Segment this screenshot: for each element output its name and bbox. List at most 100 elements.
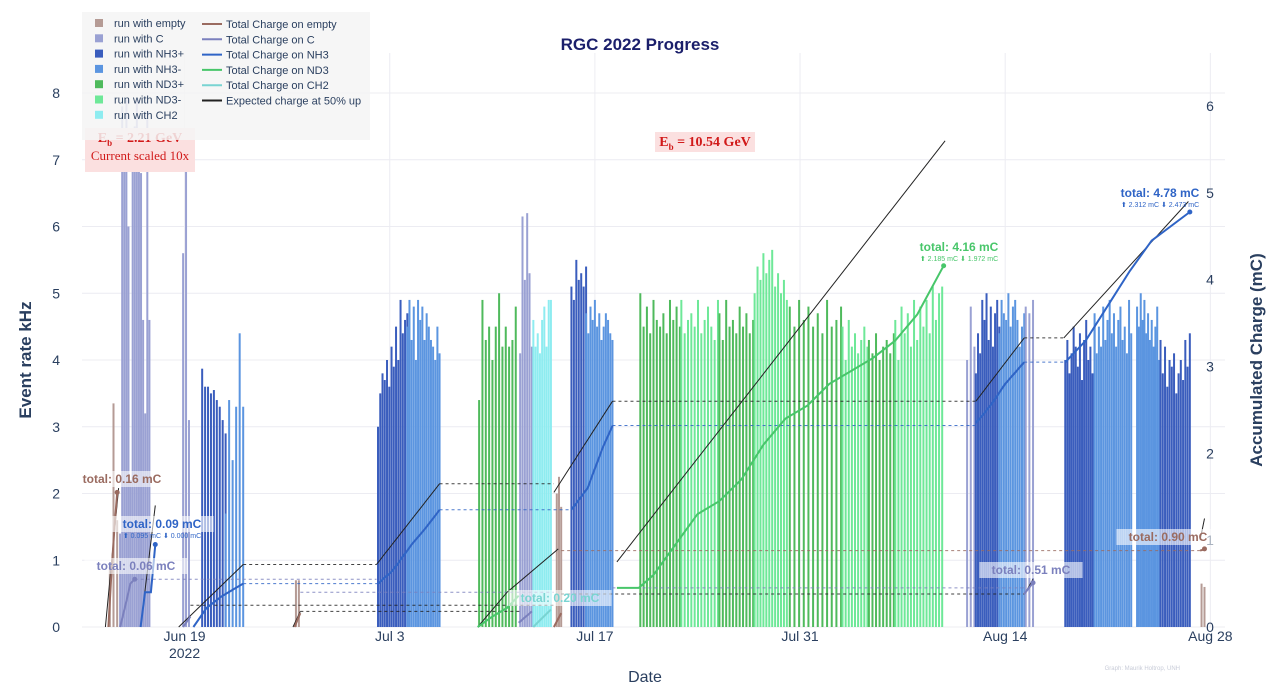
run-bar-nh3m [596, 326, 599, 627]
run-bar-nd3p [659, 326, 662, 627]
total-charge-label: total: 4.78 mC [1121, 186, 1200, 200]
run-bar-nd3p [840, 306, 843, 627]
run-bar-nd3m [762, 253, 765, 627]
run-bar-nh3m [1009, 326, 1012, 627]
run-bar-nh3m [1023, 313, 1026, 627]
total-label-background [110, 516, 214, 532]
run-bar-nh3m [1007, 293, 1010, 627]
run-bar-nh3p [218, 406, 221, 627]
run-bar-nh3m [1108, 299, 1111, 627]
run-bar-nh3p [570, 286, 573, 627]
run-bar-nh3p [207, 386, 210, 627]
run-bar-nh3m [593, 299, 596, 627]
run-bar-nh3p [1177, 373, 1180, 627]
run-bar-nh3m [1018, 346, 1021, 627]
run-bar-nd3m [768, 259, 771, 627]
run-bar-nh3m [1102, 306, 1105, 627]
y2-tick-label: 0 [1206, 619, 1214, 635]
run-bar-nd3m [782, 279, 785, 627]
run-bar-nh3m [602, 326, 605, 627]
run-bar-c [966, 360, 969, 627]
run-bar-nd3m [779, 293, 782, 627]
run-bar-nh3p [985, 293, 988, 627]
total-charge-label: total: 0.51 mC [992, 563, 1071, 577]
run-bar-nh3m [1014, 299, 1017, 627]
run-bar-nh3m [1093, 313, 1096, 627]
run-bar-nd3p [491, 360, 494, 627]
y2-tick-label: 2 [1206, 445, 1214, 461]
run-bar-nd3m [759, 279, 762, 627]
run-bar-nd3p [875, 333, 878, 627]
run-bar-nh3m [1150, 319, 1153, 627]
total-label-background [1116, 529, 1220, 545]
run-bar-nh3p [1164, 346, 1167, 627]
run-bar-nh3p [395, 326, 398, 627]
run-bar-nh3p [1159, 339, 1162, 627]
run-bar-nh3m [1152, 346, 1155, 627]
run-bar-nd3p [788, 306, 791, 627]
charge-endpoint-marker [1201, 546, 1207, 552]
run-bar-c [146, 119, 149, 627]
run-bar-nh3m [998, 333, 1001, 627]
run-bar-ch2 [543, 306, 546, 627]
total-charge-line-nh3 [192, 582, 244, 628]
total-label-background [979, 562, 1083, 578]
run-bar-nh3m [1100, 346, 1103, 627]
run-bar-nd3p [885, 339, 888, 627]
run-bar-nd3m [693, 326, 696, 627]
run-bar-nd3m [928, 333, 931, 627]
run-bar-c [140, 173, 143, 627]
run-bar-empty [294, 580, 297, 627]
run-bar-nd3p [645, 306, 648, 627]
run-bar-nh3p [989, 306, 992, 627]
run-bar-nd3m [857, 353, 860, 627]
run-bar-nh3p [212, 390, 215, 627]
legend-swatch-bar [95, 64, 103, 73]
run-bar-nh3m [1147, 313, 1150, 627]
charge-endpoint-marker [152, 542, 158, 548]
run-bar-nd3m [690, 313, 693, 627]
charge-endpoint-marker [941, 263, 947, 269]
run-bar-nh3p [1087, 360, 1090, 627]
run-bar-nd3p [735, 333, 738, 627]
total-charge-label: total: 4.16 mC [920, 240, 999, 254]
run-bar-nh3m [224, 513, 227, 627]
run-bar-nh3p [1179, 360, 1182, 627]
run-bar-nd3p [718, 313, 721, 627]
run-bar-c [127, 226, 130, 627]
run-bar-nh3p [386, 360, 389, 627]
run-bar-nh3p [383, 380, 386, 627]
y-tick-label: 2 [52, 486, 60, 502]
run-bar-nd3p [494, 326, 497, 627]
run-bar-nh3p [1085, 319, 1088, 627]
run-bar-nh3p [991, 346, 994, 627]
run-bar-nd3p [504, 326, 507, 627]
y-tick-label: 7 [52, 152, 60, 168]
run-bar-nd3m [860, 339, 863, 627]
run-bar-nh3m [228, 400, 231, 627]
run-bar-nd3m [922, 326, 925, 627]
expected-charge-line [975, 337, 1025, 402]
total-charge-label: total: 0.09 mC [123, 517, 202, 531]
y2-tick-label: 3 [1206, 359, 1214, 375]
run-bar-nd3p [826, 299, 829, 627]
run-bar-nh3m [1130, 333, 1133, 627]
run-bar-nh3p [1188, 333, 1191, 627]
run-bar-nd3p [835, 319, 838, 627]
legend-item-label: run with CH2 [114, 110, 178, 122]
run-bar-nd3m [894, 319, 897, 627]
run-bar-nh3m [1115, 346, 1118, 627]
run-bar-nh3m [425, 313, 428, 627]
run-bar-nd3p [665, 333, 668, 627]
run-bar-c [125, 99, 128, 628]
run-bar-nh3p [1068, 373, 1071, 627]
run-bar-nh3m [434, 360, 437, 627]
run-bar-nh3m [1145, 333, 1148, 627]
run-bar-nd3m [680, 299, 683, 627]
run-bar-nh3p [994, 313, 997, 627]
total-charge-sublabel: ⬆ 2.312 mC ⬇ 2.473 mC [1121, 201, 1199, 209]
x-tick-label: Jul 31 [781, 628, 819, 644]
total-charge-line-c [518, 610, 533, 624]
run-bar-nd3p [812, 326, 815, 627]
run-bar-nh3p [221, 420, 224, 627]
